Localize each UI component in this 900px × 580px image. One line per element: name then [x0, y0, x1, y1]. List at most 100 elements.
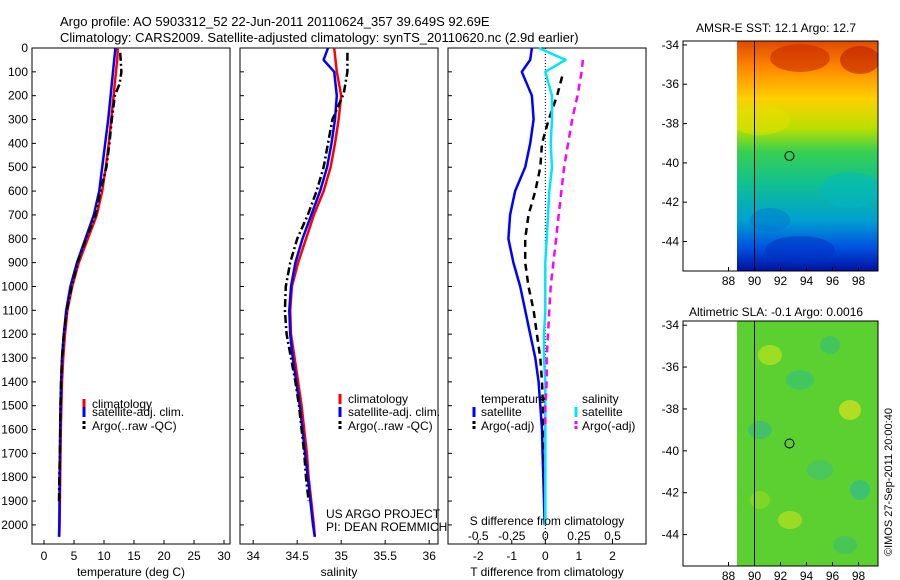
x-tick-label: 0: [542, 549, 549, 563]
lat-tick-label: -44: [662, 235, 680, 249]
legend-t-satellite-label: satellite: [481, 405, 522, 419]
x-tick-label: 25: [187, 549, 201, 563]
lon-tick-label: 90: [748, 569, 762, 580]
lon-tick-label: 94: [800, 569, 814, 580]
lat-tick-label: -38: [662, 117, 680, 131]
temperature-xlabel: temperature (deg C): [77, 565, 185, 579]
x-tick-label: 35: [335, 549, 349, 563]
temperature-difference-xlabel: T difference from climatology: [470, 565, 624, 579]
legend-argo-label: Argo(..raw -QC): [92, 419, 177, 433]
depth-tick-label: 1800: [1, 470, 28, 484]
x-tick-label: 2: [609, 549, 616, 563]
lat-tick-label: -36: [662, 77, 680, 91]
lon-tick-label: 98: [852, 274, 866, 288]
depth-axis: 0 100 200 300 400 500 600 700 800 900 1000 1100 1200…: [1, 41, 36, 532]
series-argo-raw-qc-: [57, 52, 123, 502]
difference-axes-frame: [447, 47, 647, 545]
temperature-axes-frame: [31, 47, 231, 545]
legend-satellite-label: satellite-adj. clim.: [348, 405, 440, 419]
depth-tick-label: 1600: [1, 423, 28, 437]
lat-tick-label: -34: [662, 318, 680, 332]
lat-tick-label: -42: [662, 195, 680, 209]
depth-tick-label: 700: [8, 208, 28, 222]
legend-s-argo-label: Argo(-adj): [582, 419, 635, 433]
series-temperature-satellite: [507, 47, 546, 525]
lon-tick-label: 88: [722, 274, 736, 288]
salinity-diff-tick-label: 0.5: [604, 529, 621, 543]
lat-tick-label: -42: [662, 486, 680, 500]
depth-tick-label: 900: [8, 256, 28, 270]
salinity-diff-tick-label: -0.25: [498, 529, 526, 543]
lat-tick-label: -38: [662, 402, 680, 416]
depth-tick-label: 300: [8, 113, 28, 127]
legend-climatology-label: climatology: [92, 397, 152, 411]
series-argo-raw-qc-: [283, 52, 349, 502]
x-tick-label: 30: [217, 549, 231, 563]
argo-location-marker: [784, 150, 795, 161]
x-tick-label: 36: [423, 549, 437, 563]
x-tick-label: 34.5: [286, 549, 310, 563]
salinity-legend: climatology satellite-adj. clim. Argo(..…: [338, 392, 440, 433]
lon-tick-label: 96: [826, 274, 840, 288]
depth-tick-label: 500: [8, 160, 28, 174]
figure-title-line1: Argo profile: AO 5903312_52 22-Jun-2011 …: [60, 14, 490, 29]
depth-tick-label: 600: [8, 184, 28, 198]
lat-tick-label: -44: [662, 528, 680, 542]
depth-tick-label: 100: [8, 65, 28, 79]
salinity-x-axis: 34 34.5 35 35.5 36: [240, 47, 437, 563]
lon-tick-label: 94: [800, 274, 814, 288]
x-tick-label: 5: [71, 549, 78, 563]
depth-tick-label: 1200: [1, 327, 28, 341]
legend-temperature-heading: temperature: [481, 392, 546, 406]
temperature-series: [57, 47, 123, 537]
salinity-series: [283, 47, 349, 537]
depth-tick-label: 1300: [1, 351, 28, 365]
x-tick-label: 0: [41, 549, 48, 563]
difference-series: [507, 46, 585, 525]
salinity-diff-tick-label: 0: [542, 529, 549, 543]
lat-tick-label: -34: [662, 38, 680, 52]
x-tick-label: 20: [157, 549, 171, 563]
temperature-panel: 0100200300400500600700800900100011001200…: [1, 41, 231, 579]
sst-map-axes: 88 90 92 94 96 98 -34 -36 -38 -40 -42 -44: [662, 38, 866, 288]
depth-tick-label: 1900: [1, 494, 28, 508]
imos-timestamp: ©IMOS 27-Sep-2011 20:00:40: [883, 408, 895, 556]
depth-tick-label: 1100: [2, 303, 28, 317]
salinity-axes-frame: [239, 47, 439, 545]
legend-salinity-heading: salinity: [582, 392, 619, 406]
temperature-legend: climatology satellite-adj. clim. Argo(..…: [82, 397, 184, 433]
credit-project: US ARGO PROJECT: [326, 507, 441, 521]
salinity-xlabel: salinity: [321, 565, 358, 579]
figure-title-line2: Climatology: CARS2009. Satellite-adjuste…: [60, 30, 579, 45]
lat-tick-label: -40: [662, 156, 680, 170]
lon-tick-label: 90: [748, 274, 762, 288]
sst-field: [737, 41, 878, 271]
x-tick-label: 10: [97, 549, 111, 563]
sla-map-title: Altimetric SLA: -0.1 Argo: 0.0016: [689, 305, 863, 319]
series-salinity-satellite: [538, 46, 567, 525]
difference-legend: temperature salinity satellite Argo(-adj…: [472, 392, 635, 433]
depth-tick-label: 2000: [1, 518, 28, 532]
credit-pi: PI: DEAN ROEMMICH: [326, 520, 447, 534]
x-tick-label: 34: [247, 549, 261, 563]
depth-tick-label: 1000: [1, 279, 28, 293]
difference-x-axis: -2 -1 0 1 2 -0.5 -0.25 0 0.25 0.5: [448, 47, 621, 563]
x-tick-label: 35.5: [374, 549, 398, 563]
depth-tick-label: 1400: [1, 375, 28, 389]
lat-tick-label: -40: [662, 444, 680, 458]
x-tick-label: -1: [506, 549, 517, 563]
sla-map-panel: Altimetric SLA: -0.1 Argo: 0.0016 88 90 92…: [662, 305, 879, 580]
legend-satellite-label: satellite-adj. clim.: [92, 405, 184, 419]
lon-tick-label: 98: [852, 569, 866, 580]
sla-map-axes: 88 90 92 94 96 98 -34 -36 -38 -40 -42 -44: [662, 318, 866, 580]
depth-tick-label: 1700: [1, 446, 28, 460]
lon-tick-label: 92: [774, 569, 788, 580]
salinity-panel: 34 34.5 35 35.5 36 salinity climatology sate…: [239, 47, 447, 579]
depth-tick-label: 0: [21, 41, 28, 55]
x-tick-label: 1: [576, 549, 583, 563]
x-tick-label: -2: [473, 549, 484, 563]
lat-tick-label: -36: [662, 360, 680, 374]
difference-panel: -2 -1 0 1 2 -0.5 -0.25 0 0.25 0.5 S difference fr…: [447, 46, 647, 579]
lon-tick-label: 96: [826, 569, 840, 580]
